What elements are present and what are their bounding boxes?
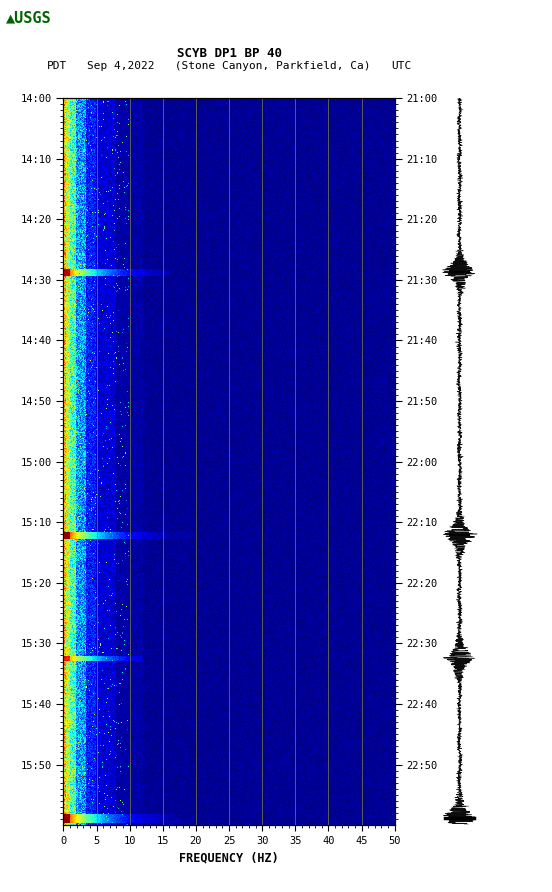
- Text: UTC: UTC: [391, 61, 411, 71]
- Text: PDT: PDT: [47, 61, 67, 71]
- Text: Sep 4,2022   (Stone Canyon, Parkfield, Ca): Sep 4,2022 (Stone Canyon, Parkfield, Ca): [87, 61, 371, 71]
- X-axis label: FREQUENCY (HZ): FREQUENCY (HZ): [179, 851, 279, 864]
- Text: ▲USGS: ▲USGS: [6, 11, 51, 26]
- Text: SCYB DP1 BP 40: SCYB DP1 BP 40: [177, 47, 282, 60]
